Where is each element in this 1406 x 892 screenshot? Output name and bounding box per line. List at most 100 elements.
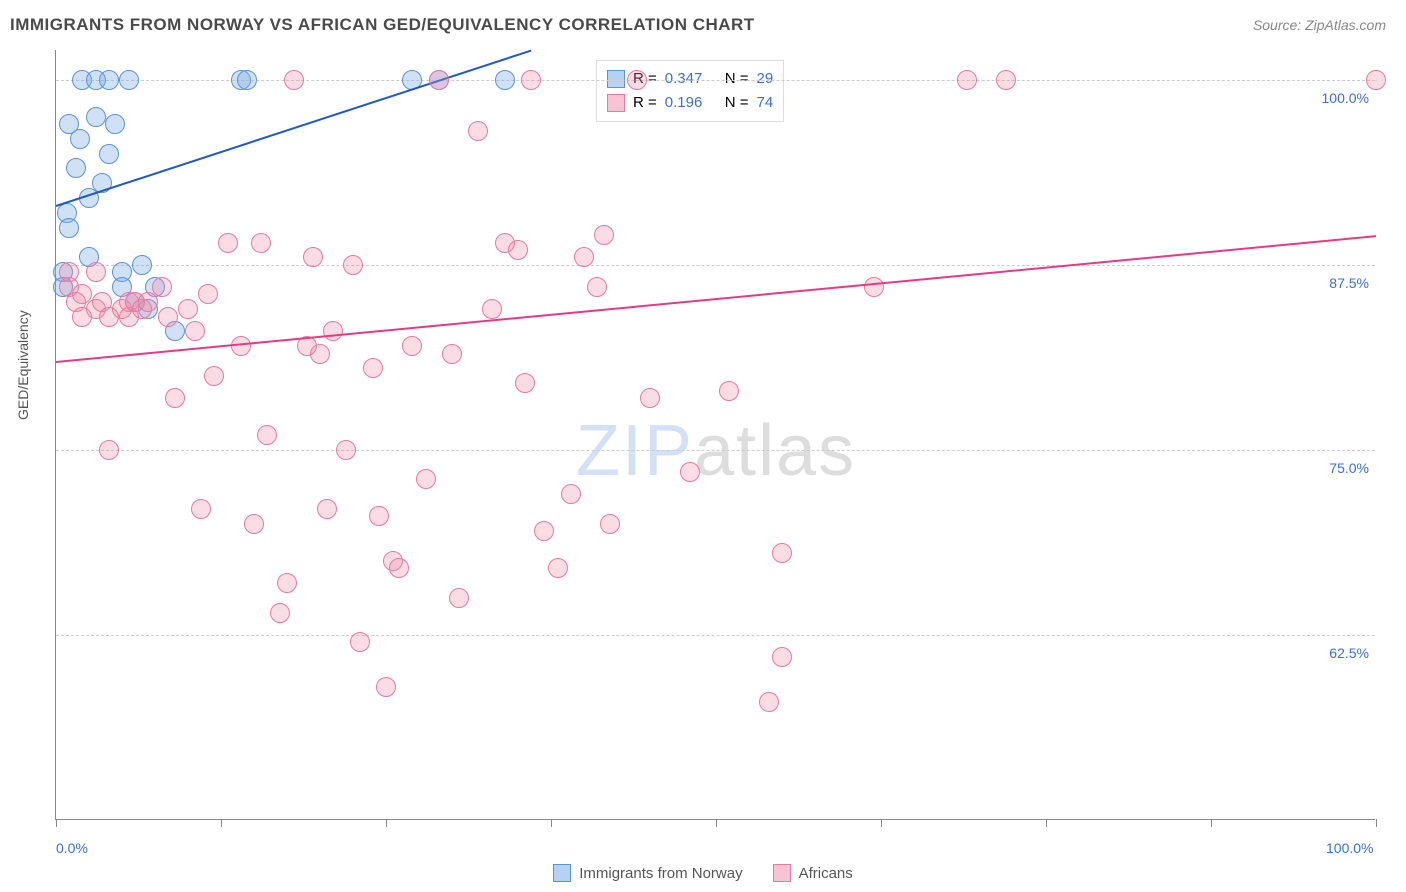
- y-axis-label: GED/Equivalency: [15, 310, 31, 420]
- scatter-point-african: [468, 121, 488, 141]
- scatter-point-african: [369, 506, 389, 526]
- scatter-point-african: [310, 344, 330, 364]
- scatter-point-norway: [132, 255, 152, 275]
- y-tick-label: 62.5%: [1329, 645, 1369, 661]
- gridline: [56, 450, 1375, 451]
- scatter-point-african: [429, 70, 449, 90]
- swatch-icon: [773, 864, 791, 882]
- x-tick: [881, 819, 882, 827]
- scatter-point-norway: [119, 70, 139, 90]
- watermark: ZIPatlas: [576, 410, 856, 492]
- scatter-point-african: [594, 225, 614, 245]
- source-label: Source: ZipAtlas.com: [1253, 17, 1386, 33]
- scatter-point-african: [759, 692, 779, 712]
- scatter-point-african: [574, 247, 594, 267]
- n-label: N =: [725, 91, 749, 115]
- scatter-point-african: [218, 233, 238, 253]
- r-label: R =: [633, 91, 657, 115]
- scatter-point-norway: [495, 70, 515, 90]
- watermark-atlas: atlas: [694, 411, 856, 491]
- scatter-point-african: [640, 388, 660, 408]
- scatter-point-african: [317, 499, 337, 519]
- scatter-point-african: [719, 381, 739, 401]
- legend-label: Immigrants from Norway: [579, 865, 742, 882]
- swatch-icon: [607, 94, 625, 112]
- scatter-point-african: [185, 321, 205, 341]
- stats-row-african: R = 0.196 N = 74: [607, 91, 773, 115]
- scatter-point-african: [198, 284, 218, 304]
- scatter-point-african: [165, 388, 185, 408]
- gridline: [56, 635, 1375, 636]
- scatter-point-african: [521, 70, 541, 90]
- scatter-point-african: [627, 70, 647, 90]
- scatter-point-african: [270, 603, 290, 623]
- x-tick: [1376, 819, 1377, 827]
- scatter-point-african: [449, 588, 469, 608]
- x-tick-label: 100.0%: [1326, 840, 1373, 856]
- scatter-point-african: [363, 358, 383, 378]
- x-tick: [716, 819, 717, 827]
- scatter-point-african: [534, 521, 554, 541]
- scatter-point-african: [996, 70, 1016, 90]
- scatter-point-african: [158, 307, 178, 327]
- trend-line-african: [56, 235, 1376, 363]
- watermark-zip: ZIP: [576, 411, 694, 491]
- bottom-legend-item-norway: Immigrants from Norway: [553, 864, 742, 882]
- scatter-point-african: [350, 632, 370, 652]
- swatch-icon: [553, 864, 571, 882]
- x-tick: [1211, 819, 1212, 827]
- r-value: 0.196: [665, 91, 717, 115]
- scatter-point-african: [587, 277, 607, 297]
- y-tick-label: 87.5%: [1329, 275, 1369, 291]
- scatter-point-african: [303, 247, 323, 267]
- scatter-point-african: [864, 277, 884, 297]
- scatter-point-african: [680, 462, 700, 482]
- scatter-point-african: [376, 677, 396, 697]
- scatter-point-african: [343, 255, 363, 275]
- scatter-point-african: [251, 233, 271, 253]
- scatter-point-norway: [59, 218, 79, 238]
- scatter-point-african: [99, 440, 119, 460]
- x-tick: [56, 819, 57, 827]
- scatter-point-african: [152, 277, 172, 297]
- scatter-point-african: [336, 440, 356, 460]
- bottom-legend-item-african: Africans: [773, 864, 853, 882]
- scatter-point-african: [389, 558, 409, 578]
- scatter-point-african: [772, 543, 792, 563]
- scatter-point-african: [1366, 70, 1386, 90]
- scatter-point-african: [957, 70, 977, 90]
- bottom-legend: Immigrants from Norway Africans: [0, 864, 1406, 882]
- scatter-point-african: [548, 558, 568, 578]
- scatter-point-african: [508, 240, 528, 260]
- scatter-point-african: [561, 484, 581, 504]
- scatter-point-african: [204, 366, 224, 386]
- scatter-point-norway: [99, 144, 119, 164]
- scatter-point-norway: [86, 107, 106, 127]
- scatter-point-african: [59, 262, 79, 282]
- gridline: [56, 265, 1375, 266]
- legend-label: Africans: [799, 865, 853, 882]
- scatter-point-african: [277, 573, 297, 593]
- scatter-point-norway: [237, 70, 257, 90]
- plot-area: ZIPatlas R =0.347N =29R =0.196N =74 62.5…: [55, 50, 1375, 820]
- scatter-point-african: [231, 336, 251, 356]
- scatter-point-norway: [105, 114, 125, 134]
- x-tick-label: 0.0%: [56, 840, 88, 856]
- x-tick: [386, 819, 387, 827]
- scatter-point-african: [482, 299, 502, 319]
- scatter-point-african: [600, 514, 620, 534]
- y-tick-label: 100.0%: [1322, 90, 1369, 106]
- x-tick: [221, 819, 222, 827]
- scatter-point-norway: [70, 129, 90, 149]
- n-value: 74: [757, 91, 774, 115]
- stats-legend-box: R =0.347N =29R =0.196N =74: [596, 60, 784, 122]
- scatter-point-african: [772, 647, 792, 667]
- x-tick: [551, 819, 552, 827]
- scatter-point-norway: [99, 70, 119, 90]
- scatter-point-african: [515, 373, 535, 393]
- scatter-point-african: [402, 336, 422, 356]
- scatter-point-african: [244, 514, 264, 534]
- y-tick-label: 75.0%: [1329, 460, 1369, 476]
- scatter-point-african: [86, 262, 106, 282]
- scatter-point-african: [191, 499, 211, 519]
